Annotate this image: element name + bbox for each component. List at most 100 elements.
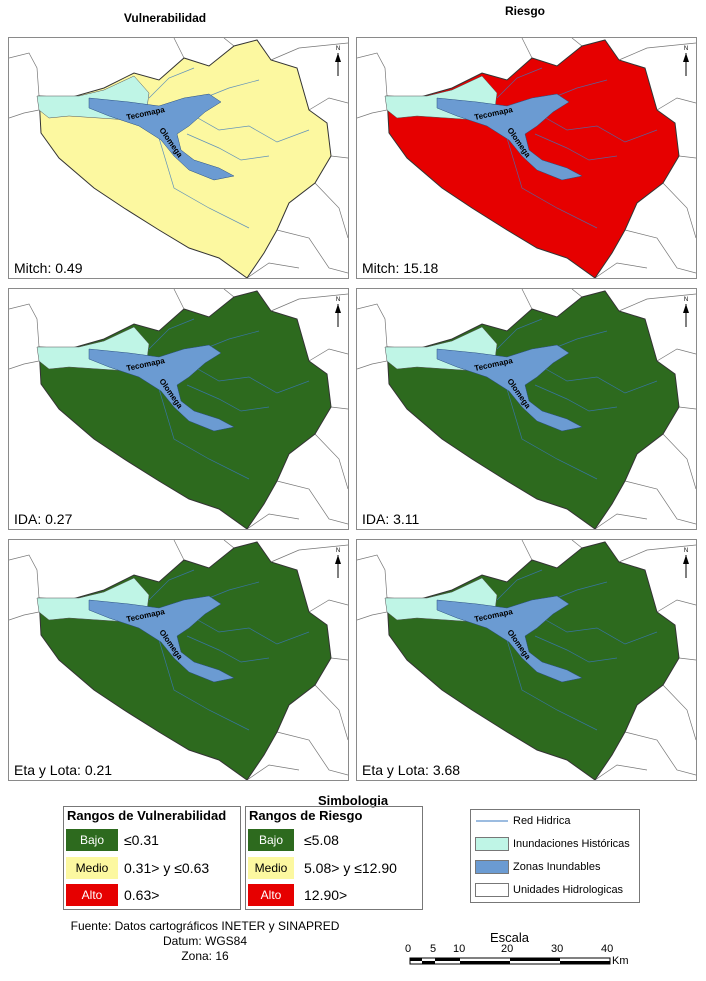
map-panel-ida-risk: Tecomapa Olomega N IDA: 3.11 (356, 288, 697, 530)
hydro-unit-swatch (475, 883, 509, 897)
symbol-label: Red Hidrica (513, 815, 571, 827)
river-line (506, 388, 598, 480)
boundary-line (9, 109, 40, 119)
scale-title: Escala (490, 930, 530, 945)
boundary-line (308, 348, 348, 362)
svg-text:N: N (336, 297, 340, 303)
river-line (536, 614, 658, 645)
boundary-line (9, 303, 40, 348)
boundary-line (618, 544, 696, 563)
boundary-line (678, 406, 696, 410)
range-bajo: ≤5.08 (304, 832, 339, 848)
river-line (158, 388, 250, 480)
legend-title: Simbologia (318, 793, 389, 808)
datum-line: Datum: WGS84 (162, 934, 248, 948)
river-line (496, 569, 543, 601)
scale-tick-0: 0 (405, 943, 412, 955)
boundary-line (571, 38, 583, 47)
symbol-inundaciones-historicas: Inundaciones Históricas (475, 836, 643, 854)
river-line (148, 67, 195, 99)
boundary-line (314, 433, 348, 490)
river-line (496, 318, 543, 350)
svg-text:N: N (684, 297, 688, 303)
risk-legend: Rangos de Riesgo Bajo ≤5.08 Medio 5.08> … (245, 806, 423, 910)
panel-label: Eta y Lota: 0.21 (12, 762, 115, 778)
svg-text:N: N (684, 46, 688, 52)
risk-legend-heading: Rangos de Riesgo (249, 808, 363, 823)
historic-flood-swatch (475, 837, 509, 851)
river-line (158, 137, 250, 229)
boundary-line (9, 360, 40, 370)
boundary-line (662, 433, 696, 490)
boundary-line (9, 611, 40, 621)
svg-text:N: N (684, 548, 688, 554)
boundary-line (9, 554, 40, 599)
north-arrow-icon: N (335, 46, 341, 76)
map-panel-ida-vulnerability: Tecomapa Olomega N IDA: 0.27 (8, 288, 349, 530)
boundary-line (656, 348, 696, 362)
boundary-line (618, 42, 696, 61)
boundary-line (624, 229, 696, 274)
svg-text:N: N (336, 548, 340, 554)
symbol-zonas-inundables: Zonas Inundables (475, 859, 643, 877)
boundary-line (656, 599, 696, 613)
boundary-line (314, 684, 348, 741)
scale-tick-30: 30 (551, 943, 564, 955)
boundary-line (624, 731, 696, 776)
river-line (506, 137, 598, 229)
boundary-line (276, 229, 348, 274)
boundary-line (357, 52, 388, 97)
river-line (186, 384, 270, 412)
symbol-label: Zonas Inundables (513, 861, 601, 873)
river-line (188, 112, 310, 143)
range-bajo: ≤0.31 (124, 832, 159, 848)
river-line (158, 639, 250, 731)
panel-label: IDA: 0.27 (12, 511, 75, 527)
swatch-alto: Alto (66, 884, 118, 906)
boundary-line (223, 38, 235, 47)
boundary-line (246, 764, 300, 780)
scale-bar: Escala 0 5 10 20 30 40 Km (398, 928, 629, 968)
source-line: Fuente: Datos cartográficos INETER y SIN… (70, 919, 340, 933)
range-medio: 0.31> y ≤0.63 (124, 860, 210, 876)
river-line (186, 635, 270, 663)
boundary-line (330, 406, 348, 410)
map-panel-eta-vulnerability: Tecomapa Olomega N Eta y Lota: 0.21 (8, 539, 349, 781)
river-line (534, 384, 618, 412)
boundary-line (173, 38, 185, 59)
river-line (506, 639, 598, 731)
map-panel-mitch-risk: Tecomapa Olomega N Mitch: 15.18 (356, 37, 697, 279)
panel-label: Mitch: 0.49 (12, 260, 85, 276)
boundary-line (678, 657, 696, 661)
flood-zone-area (88, 93, 235, 181)
boundary-line (270, 544, 348, 563)
boundary-line (330, 155, 348, 159)
symbol-unidades-hidrologicas: Unidades Hidrologicas (475, 882, 643, 900)
swatch-medio: Medio (66, 857, 118, 879)
north-arrow-icon: N (335, 297, 341, 327)
river-line (148, 569, 195, 601)
boundary-line (678, 155, 696, 159)
range-alto: 12.90> (304, 887, 348, 903)
river-line (203, 330, 260, 350)
boundary-line (308, 599, 348, 613)
river-line (203, 79, 260, 99)
boundary-line (276, 480, 348, 525)
boundary-line (173, 540, 185, 561)
boundary-line (618, 293, 696, 312)
symbology-legend: Red Hidrica Inundaciones Históricas Zona… (470, 809, 640, 903)
river-line (551, 581, 608, 601)
panel-label: IDA: 3.11 (360, 511, 422, 527)
river-line (536, 363, 658, 394)
flood-zone-swatch (475, 860, 509, 874)
river-line (534, 133, 618, 161)
map-panel-eta-risk: Tecomapa Olomega N Eta y Lota: 3.68 (356, 539, 697, 781)
vulnerability-legend-heading: Rangos de Vulnerabilidad (67, 808, 227, 823)
boundary-line (357, 554, 388, 599)
boundary-line (594, 513, 648, 529)
